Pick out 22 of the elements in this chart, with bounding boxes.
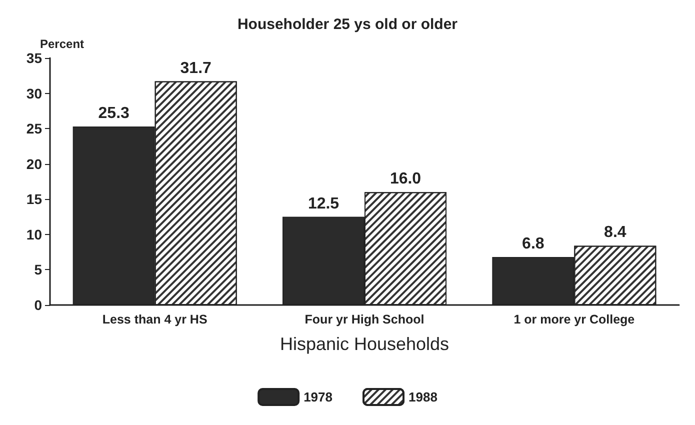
y-axis-title: Percent xyxy=(40,37,84,51)
x-tick-label: Less than 4 yr HS xyxy=(102,312,208,326)
y-tick-label: 15 xyxy=(26,191,42,208)
x-tick-label: 1 or more yr College xyxy=(514,312,635,326)
data-label: 6.8 xyxy=(522,236,544,253)
y-tick-label: 25 xyxy=(26,120,42,137)
y-tick-label: 30 xyxy=(26,85,42,102)
y-tick-label: 10 xyxy=(26,226,42,242)
chart-title: Householder 25 ys old or older xyxy=(237,16,458,33)
legend-label: 1988 xyxy=(408,390,438,404)
legend-label: 1978 xyxy=(304,390,332,404)
x-axis-title: Hispanic Households xyxy=(280,334,450,354)
data-label: 25.3 xyxy=(98,104,130,122)
data-label: 8.4 xyxy=(604,224,626,242)
y-tick-label: 0 xyxy=(34,297,42,313)
y-tick-label: 35 xyxy=(26,50,42,66)
data-label: 16.0 xyxy=(390,170,422,188)
y-tick-label: 20 xyxy=(26,156,42,172)
data-label: 31.7 xyxy=(180,60,212,77)
x-tick-label: Four yr High School xyxy=(304,312,424,326)
data-label: 12.5 xyxy=(308,195,340,212)
y-tick-label: 5 xyxy=(34,262,42,278)
